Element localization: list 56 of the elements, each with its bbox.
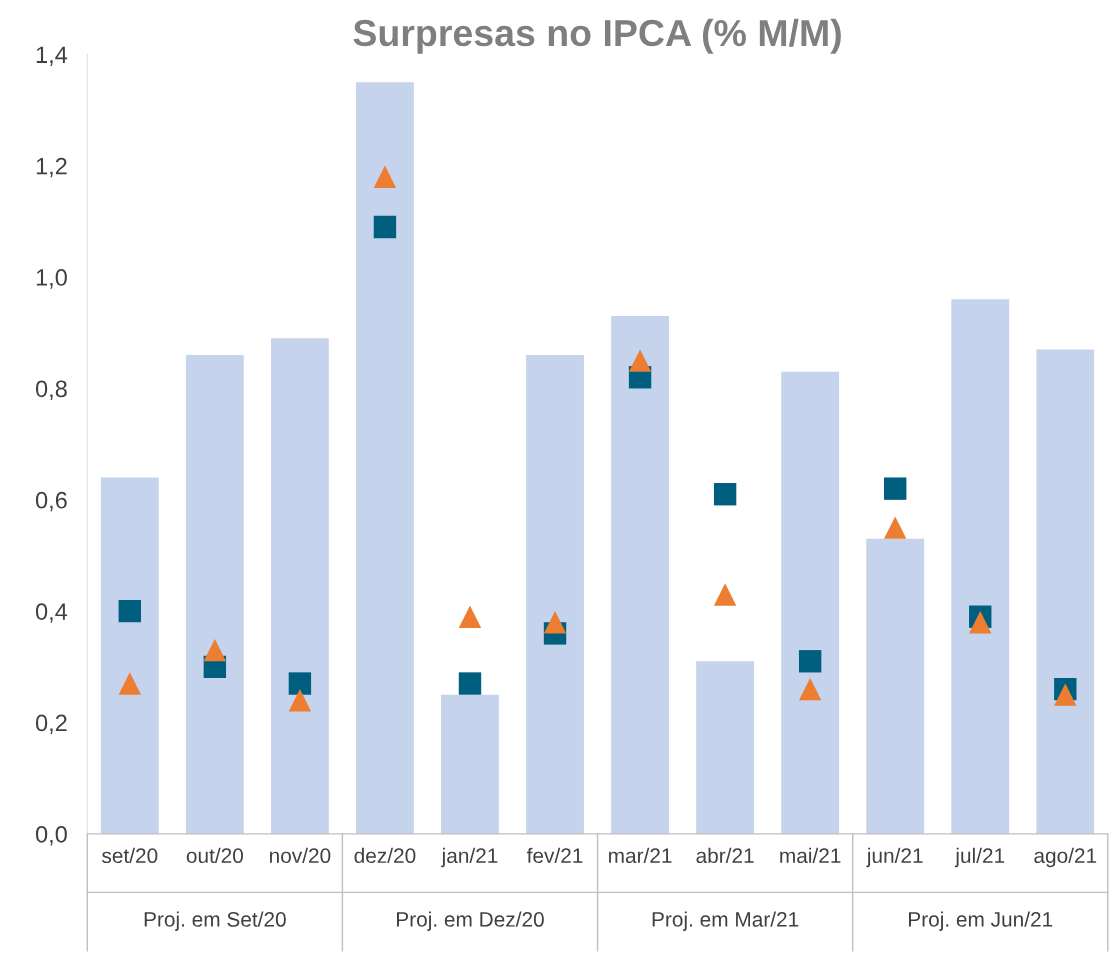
point bbox=[288, 672, 312, 695]
x-tick-label: jul/21 bbox=[954, 847, 1005, 868]
bar bbox=[185, 355, 244, 834]
x-tick-label: nov/20 bbox=[270, 847, 331, 864]
point bbox=[288, 689, 312, 712]
point bbox=[713, 483, 737, 506]
point bbox=[373, 215, 397, 239]
x-tick-label: fev/21 bbox=[526, 847, 583, 864]
y-tick-label: 1,2 bbox=[36, 157, 67, 178]
bar bbox=[356, 82, 414, 834]
point bbox=[118, 672, 141, 695]
bar bbox=[1036, 349, 1095, 834]
bar bbox=[526, 355, 584, 834]
bar bbox=[611, 316, 669, 834]
bar bbox=[696, 661, 755, 834]
point bbox=[884, 477, 907, 500]
point bbox=[543, 611, 567, 634]
x-tick-label: ago/21 bbox=[1034, 847, 1097, 868]
point bbox=[969, 611, 992, 634]
point bbox=[458, 605, 482, 628]
point bbox=[628, 349, 652, 372]
point bbox=[1054, 683, 1077, 706]
bar bbox=[441, 694, 499, 834]
text: Proj. em Jun/21 bbox=[909, 911, 1053, 931]
text: Proj. em Mar/21 bbox=[652, 911, 799, 931]
x-tick-label: set/20 bbox=[102, 847, 158, 864]
y-tick-label: 0,4 bbox=[35, 603, 68, 623]
text: Proj. em Dez/20 bbox=[397, 911, 544, 931]
x-tick-label: mai/21 bbox=[780, 847, 841, 864]
point bbox=[798, 677, 822, 701]
x-tick-label: jun/21 bbox=[866, 847, 923, 868]
point bbox=[118, 599, 141, 623]
chart-title: Surpresas no IPCA (% M/M) bbox=[353, 18, 841, 54]
x-tick-label: abr/21 bbox=[696, 847, 754, 864]
bar bbox=[100, 477, 159, 834]
point bbox=[373, 165, 397, 189]
point bbox=[884, 516, 907, 539]
y-tick-label: 0,8 bbox=[35, 380, 67, 400]
y-tick-label: 0,2 bbox=[35, 714, 67, 735]
x-tick-label: dez/20 bbox=[354, 847, 416, 864]
point bbox=[458, 672, 482, 695]
x-tick-label: mar/21 bbox=[609, 847, 672, 864]
x-tick-label: out/20 bbox=[186, 847, 243, 864]
bar bbox=[781, 371, 840, 834]
y-tick-label: 1,4 bbox=[36, 46, 68, 66]
x-tick-label: jan/21 bbox=[441, 847, 498, 868]
bar bbox=[866, 538, 925, 834]
text: Proj. em Set/20 bbox=[144, 911, 286, 931]
y-tick-label: 0,0 bbox=[35, 825, 67, 846]
bar bbox=[270, 338, 329, 834]
y-tick-label: 1,0 bbox=[36, 269, 67, 289]
y-tick-label: 0,6 bbox=[35, 491, 67, 512]
point bbox=[798, 650, 822, 673]
point bbox=[203, 638, 227, 662]
point bbox=[713, 583, 737, 606]
bar bbox=[951, 299, 1010, 834]
